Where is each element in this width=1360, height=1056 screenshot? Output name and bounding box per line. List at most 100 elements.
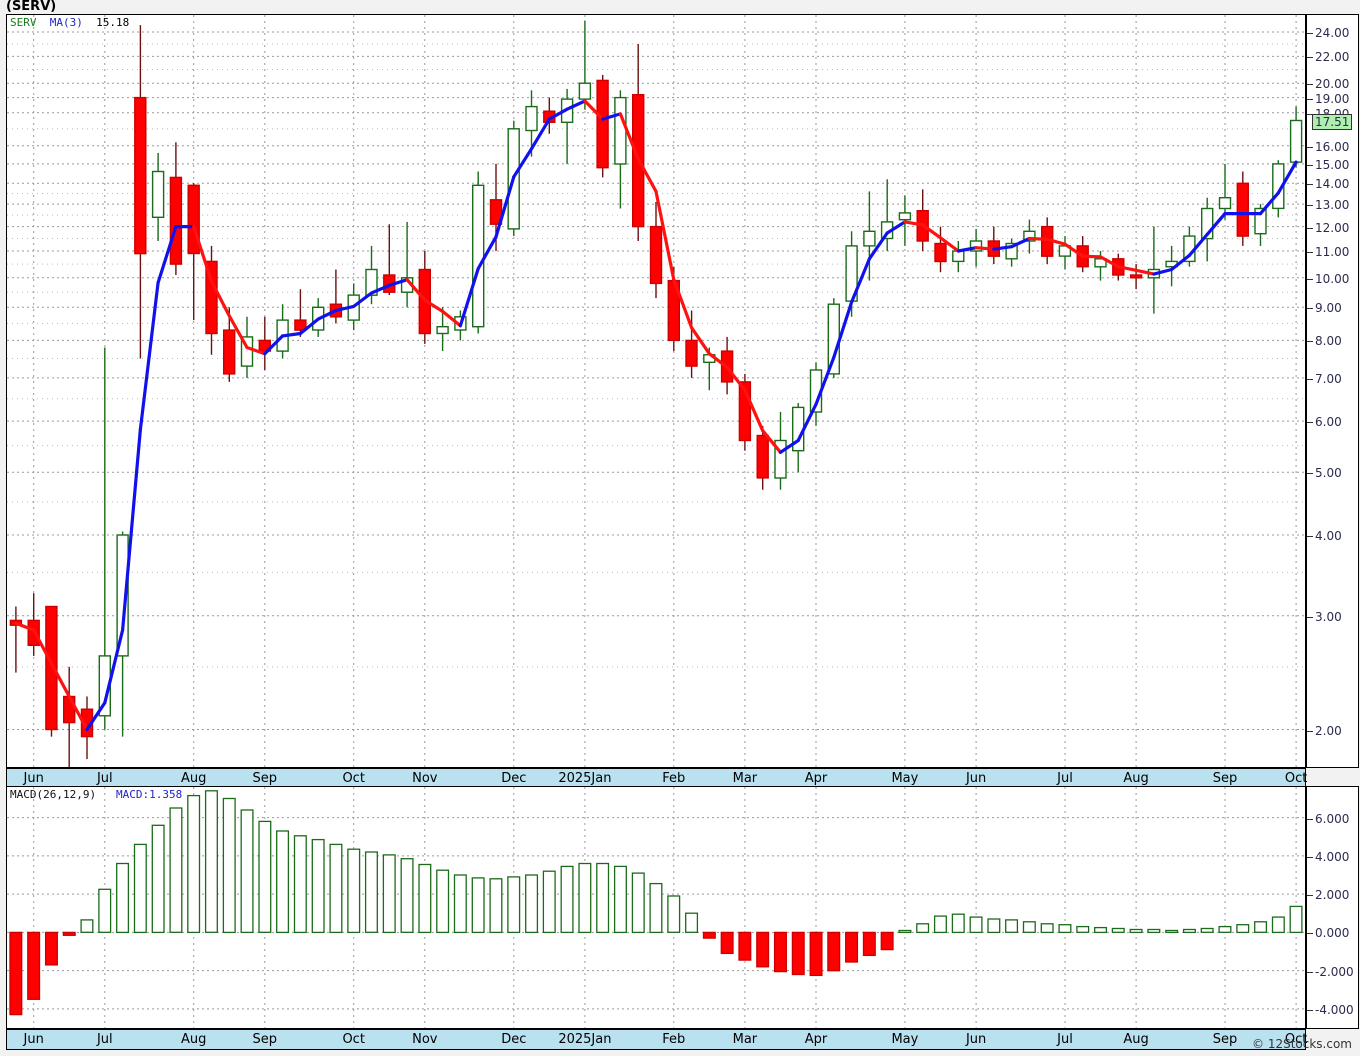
macd-axis-tick xyxy=(1307,818,1313,820)
date-axis-label: Jul xyxy=(96,1032,113,1047)
price-axis-tick xyxy=(1307,146,1313,148)
legend-ma-label: MA(3) xyxy=(49,16,83,29)
date-axis-label: Jul xyxy=(96,771,113,786)
price-axis-tick xyxy=(1307,535,1313,537)
price-chart-frame[interactable] xyxy=(6,14,1306,768)
date-axis-label: Jun xyxy=(965,771,987,786)
price-axis-strip: 24.0022.0020.0019.0018.0016.0015.0014.00… xyxy=(1305,14,1359,768)
macd-axis-label: -4.000 xyxy=(1315,1002,1354,1017)
price-axis-tick xyxy=(1307,33,1313,35)
date-axis-label: Aug xyxy=(1123,771,1149,786)
price-axis-tick xyxy=(1307,184,1313,186)
price-axis-label: 9.00 xyxy=(1315,301,1342,316)
price-axis-label: 4.00 xyxy=(1315,528,1342,543)
page-title: (SERV) xyxy=(6,0,57,14)
macd-axis-tick xyxy=(1307,933,1313,935)
price-axis-tick xyxy=(1307,227,1313,229)
date-axis-label: Jun xyxy=(23,771,44,786)
price-axis-label: 14.00 xyxy=(1315,177,1350,192)
date-axis-label: Mar xyxy=(732,1032,758,1047)
date-axis-label: Sep xyxy=(1212,1032,1238,1047)
price-axis-label: 13.00 xyxy=(1315,198,1350,213)
copyright-text: © 12Stocks.com xyxy=(1252,1037,1352,1051)
price-axis-label: 10.00 xyxy=(1315,271,1350,286)
date-axis-label: Dec xyxy=(501,1032,527,1047)
macd-axis-tick xyxy=(1307,971,1313,973)
macd-axis-tick xyxy=(1307,856,1313,858)
price-axis-label: 24.00 xyxy=(1315,26,1350,41)
date-axis-label: Jul xyxy=(1057,1032,1073,1047)
price-axis-tick xyxy=(1307,57,1313,59)
price-axis-tick xyxy=(1307,730,1313,732)
date-axis-label: Jul xyxy=(1057,771,1073,786)
macd-axis-label: 0.000 xyxy=(1315,926,1350,941)
date-axis-label: Nov xyxy=(412,1032,438,1047)
date-axis-label: May xyxy=(891,1032,919,1047)
current-price-badge: 17.51 xyxy=(1312,113,1353,130)
date-axis-label: Dec xyxy=(501,771,527,786)
date-axis-label: Sep xyxy=(1212,771,1238,786)
price-axis-label: 7.00 xyxy=(1315,371,1342,386)
price-axis-tick xyxy=(1307,341,1313,343)
macd-axis-label: 6.000 xyxy=(1315,811,1350,826)
macd-axis-tick xyxy=(1307,895,1313,897)
price-axis-label: 3.00 xyxy=(1315,609,1342,624)
price-axis-tick xyxy=(1307,252,1313,253)
date-axis-label: Jun xyxy=(965,1032,987,1047)
price-axis-tick xyxy=(1307,205,1313,207)
date-axis-label: Oct xyxy=(342,1032,365,1047)
macd-axis-label: 2.000 xyxy=(1315,888,1350,903)
price-axis-label: 22.00 xyxy=(1315,50,1350,65)
date-axis-label: 2025Jan xyxy=(558,1032,612,1047)
date-axis-label: Mar xyxy=(732,771,758,786)
date-axis-label: May xyxy=(891,771,919,786)
date-axis-label: Jun xyxy=(23,1032,44,1047)
date-axis-label: Oct xyxy=(342,771,365,786)
price-axis-tick xyxy=(1307,422,1313,424)
date-axis-label: 2025Jan xyxy=(558,771,612,786)
date-axis-label: Sep xyxy=(252,1032,278,1047)
macd-axis-tick xyxy=(1307,1009,1313,1011)
date-axis-label: Apr xyxy=(804,771,828,786)
date-axis-label: Sep xyxy=(252,771,278,786)
price-chart-plot[interactable] xyxy=(7,15,1305,767)
price-axis-label: 8.00 xyxy=(1315,334,1342,349)
price-axis-label: 12.00 xyxy=(1315,220,1350,235)
price-legend: SERV MA(3) 15.18 xyxy=(10,16,129,29)
date-axis-label: Apr xyxy=(804,1032,828,1047)
price-axis-label: 19.00 xyxy=(1315,91,1350,106)
price-axis-label: 2.00 xyxy=(1315,723,1342,738)
legend-symbol: SERV xyxy=(10,16,37,29)
macd-axis-label: 4.000 xyxy=(1315,849,1350,864)
date-axis-label: Oct xyxy=(1284,771,1308,786)
macd-axis-label: -2.000 xyxy=(1315,964,1354,979)
date-axis-label: Aug xyxy=(180,1032,207,1047)
date-axis-label: Feb xyxy=(662,771,686,786)
price-axis-label: 16.00 xyxy=(1315,139,1350,154)
macd-legend-value: MACD:1.358 xyxy=(115,788,183,801)
price-axis-tick xyxy=(1307,278,1313,280)
macd-axis-strip: 6.000 4.000 2.000 0.000 -2.000 -4.000 xyxy=(1305,786,1359,1029)
price-axis-label: 11.00 xyxy=(1315,245,1350,259)
price-axis-label: 5.00 xyxy=(1315,466,1342,481)
price-axis-tick xyxy=(1307,473,1313,475)
macd-chart-plot[interactable] xyxy=(7,787,1305,1028)
date-axis-label: Aug xyxy=(180,771,207,786)
date-axis-top: Jun Jul Aug Sep Oct Nov Dec 2025Jan Feb Mar Apr May… xyxy=(6,768,1308,789)
date-axis-label: Nov xyxy=(412,771,438,786)
price-axis-tick xyxy=(1307,616,1313,618)
date-axis-label: Oct xyxy=(1284,1032,1308,1047)
legend-ma-value: 15.18 xyxy=(96,16,130,29)
price-axis-tick xyxy=(1307,84,1313,86)
date-axis-bottom: Jun Jul Aug Sep Oct Nov Dec 2025Jan Feb Mar Apr May… xyxy=(6,1029,1308,1050)
date-axis-label: Aug xyxy=(1123,1032,1149,1047)
price-axis-tick xyxy=(1307,378,1313,380)
macd-legend-name: MACD(26,12,9) xyxy=(10,788,97,801)
price-axis-label: 20.00 xyxy=(1315,77,1350,92)
price-axis-tick xyxy=(1307,164,1313,166)
price-axis-label: 6.00 xyxy=(1315,415,1342,430)
price-axis-tick xyxy=(1307,98,1313,100)
price-axis-label: 15.00 xyxy=(1315,157,1350,172)
price-axis-tick xyxy=(1307,308,1313,310)
